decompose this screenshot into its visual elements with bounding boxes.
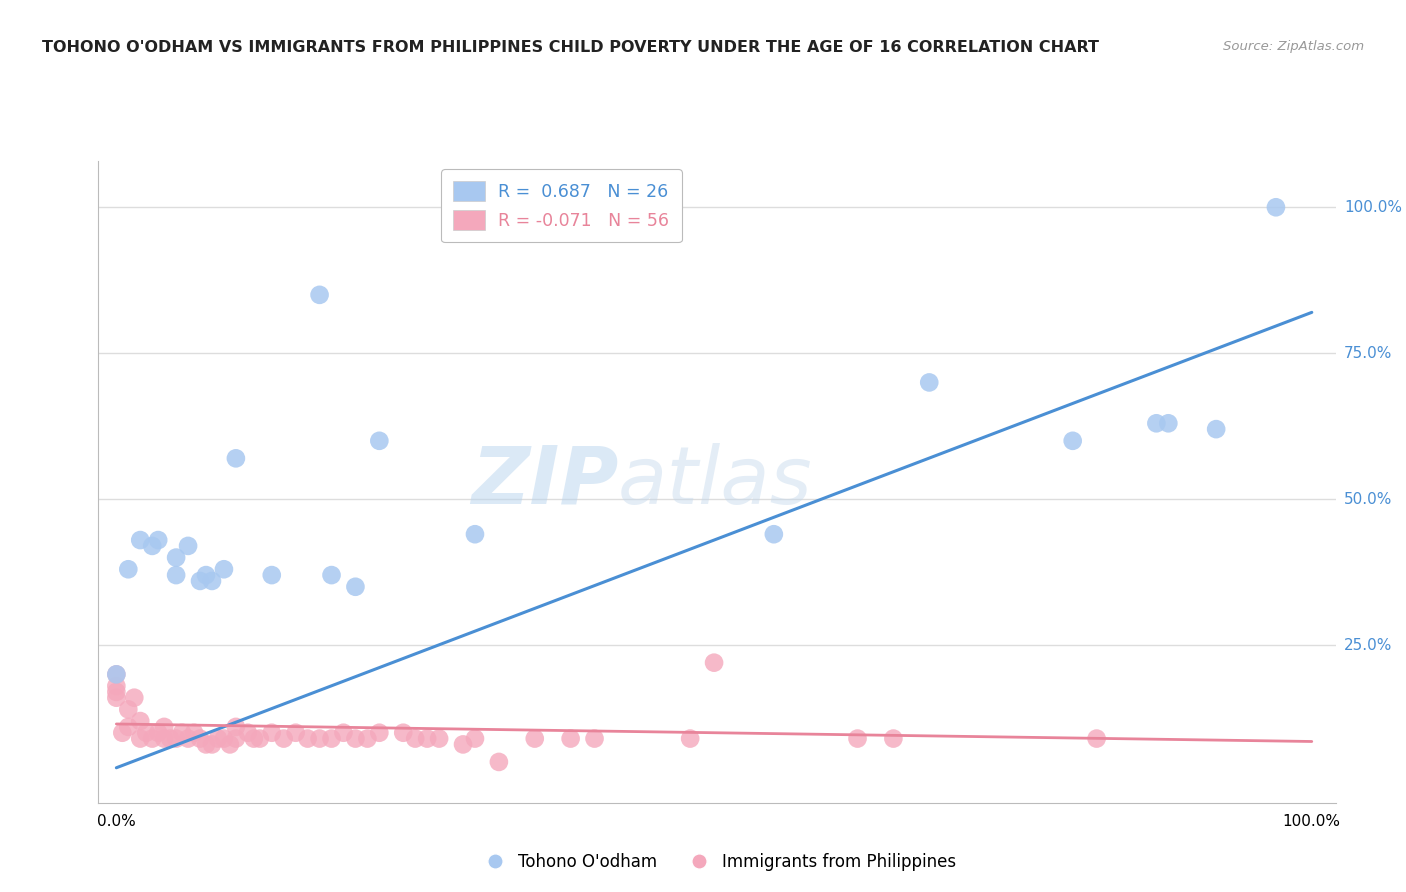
Point (165, 550, 187, 565)
Point (1085, 731, 1108, 746)
Point (141, 539, 163, 553)
Point (1062, 434, 1084, 448)
Point (148, 533, 170, 547)
Text: Source: ZipAtlas.com: Source: ZipAtlas.com (1223, 40, 1364, 54)
Point (308, 288, 330, 302)
Point (703, 656, 725, 670)
Point (260, 568, 283, 582)
Text: TOHONO O'ODHAM VS IMMIGRANTS FROM PHILIPPINES CHILD POVERTY UNDER THE AGE OF 16 : TOHONO O'ODHAM VS IMMIGRANTS FROM PHILIP… (42, 40, 1099, 55)
Point (321, 731, 343, 746)
Point (427, 731, 450, 746)
Point (177, 539, 200, 553)
Point (188, 574, 211, 588)
Point (105, 667, 128, 681)
Legend: Tohono O'odham, Immigrants from Philippines: Tohono O'odham, Immigrants from Philippi… (471, 847, 963, 878)
Point (332, 725, 354, 739)
Point (392, 725, 415, 739)
Text: 50.0%: 50.0% (1344, 491, 1392, 507)
Point (105, 690, 128, 705)
Point (195, 568, 218, 582)
Point (129, 533, 152, 547)
Point (1144, 417, 1167, 431)
Point (464, 731, 486, 746)
Point (159, 731, 181, 746)
Point (117, 702, 139, 716)
Point (356, 731, 378, 746)
Point (249, 731, 271, 746)
Point (165, 731, 187, 746)
Point (117, 562, 139, 576)
Point (165, 568, 187, 582)
Point (344, 580, 367, 594)
Point (236, 725, 259, 739)
Point (183, 725, 205, 739)
Point (105, 667, 128, 681)
Point (153, 731, 176, 746)
Point (368, 434, 391, 448)
Point (105, 685, 128, 699)
Point (207, 731, 229, 746)
Point (212, 562, 235, 576)
Point (882, 731, 904, 746)
Point (188, 731, 211, 746)
Point (451, 738, 474, 752)
Point (225, 731, 247, 746)
Point (1264, 200, 1286, 214)
Point (105, 679, 128, 693)
Point (762, 527, 785, 541)
Point (583, 731, 606, 746)
Point (243, 731, 266, 746)
Point (273, 731, 295, 746)
Point (416, 731, 439, 746)
Point (284, 725, 307, 739)
Point (129, 731, 152, 746)
Point (321, 568, 343, 582)
Point (225, 720, 247, 734)
Point (129, 714, 152, 728)
Point (124, 690, 146, 705)
Point (212, 731, 235, 746)
Point (368, 725, 391, 739)
Point (918, 376, 941, 390)
Point (225, 451, 247, 466)
Point (111, 725, 134, 739)
Point (177, 731, 200, 746)
Point (201, 738, 224, 752)
Text: 100.0%: 100.0% (1344, 200, 1402, 215)
Point (523, 731, 546, 746)
Text: atlas: atlas (619, 442, 813, 521)
Point (679, 731, 702, 746)
Point (195, 738, 218, 752)
Point (172, 725, 194, 739)
Point (560, 731, 582, 746)
Point (344, 731, 367, 746)
Text: 75.0%: 75.0% (1344, 346, 1392, 360)
Point (308, 731, 330, 746)
Point (464, 527, 486, 541)
Point (297, 731, 319, 746)
Point (1157, 417, 1180, 431)
Point (488, 755, 510, 769)
Point (153, 720, 176, 734)
Point (219, 738, 242, 752)
Point (1205, 422, 1227, 436)
Point (846, 731, 869, 746)
Point (260, 725, 283, 739)
Point (141, 731, 163, 746)
Point (117, 720, 139, 734)
Text: ZIP: ZIP (471, 442, 619, 521)
Point (135, 725, 157, 739)
Text: 25.0%: 25.0% (1344, 638, 1392, 653)
Point (201, 574, 224, 588)
Point (404, 731, 426, 746)
Point (148, 725, 170, 739)
